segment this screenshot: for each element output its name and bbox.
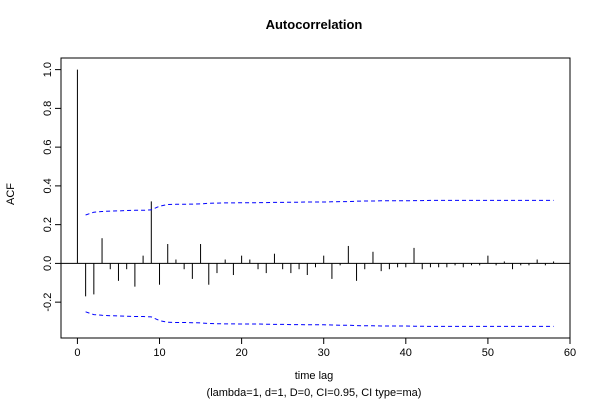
plot-frame [60,57,571,339]
y-axis-label: ACF [5,183,17,205]
ci-lower-line [85,311,554,327]
x-tick-label: 0 [74,347,80,359]
x-tick-label: 60 [564,347,576,359]
x-tick-label: 10 [153,347,165,359]
chart-title: Autocorrelation [266,17,363,32]
y-tick-label: 1.0 [42,62,54,77]
y-tick-label: 0.4 [42,178,54,193]
x-tick-label: 30 [318,347,330,359]
y-tick-label: -0.2 [42,293,54,312]
x-axis-label: time lag [295,370,334,382]
y-tick-label: 0.0 [42,256,54,271]
x-tick-label: 20 [235,347,247,359]
ci-upper-line [85,199,554,216]
y-tick-label: 0.6 [42,139,54,154]
x-tick-label: 40 [400,347,412,359]
x-tick-label: 50 [482,347,494,359]
y-tick-label: 0.8 [42,101,54,116]
y-tick-label: 0.2 [42,217,54,232]
plot-layer: 0 10 20 30 40 50 60 -0.2 0.0 0.2 0.4 0.6 0.8 1.0 [42,62,576,359]
x-axis-subtitle: (lambda=1, d=1, D=0, CI=0.95, CI type=ma… [207,387,422,399]
